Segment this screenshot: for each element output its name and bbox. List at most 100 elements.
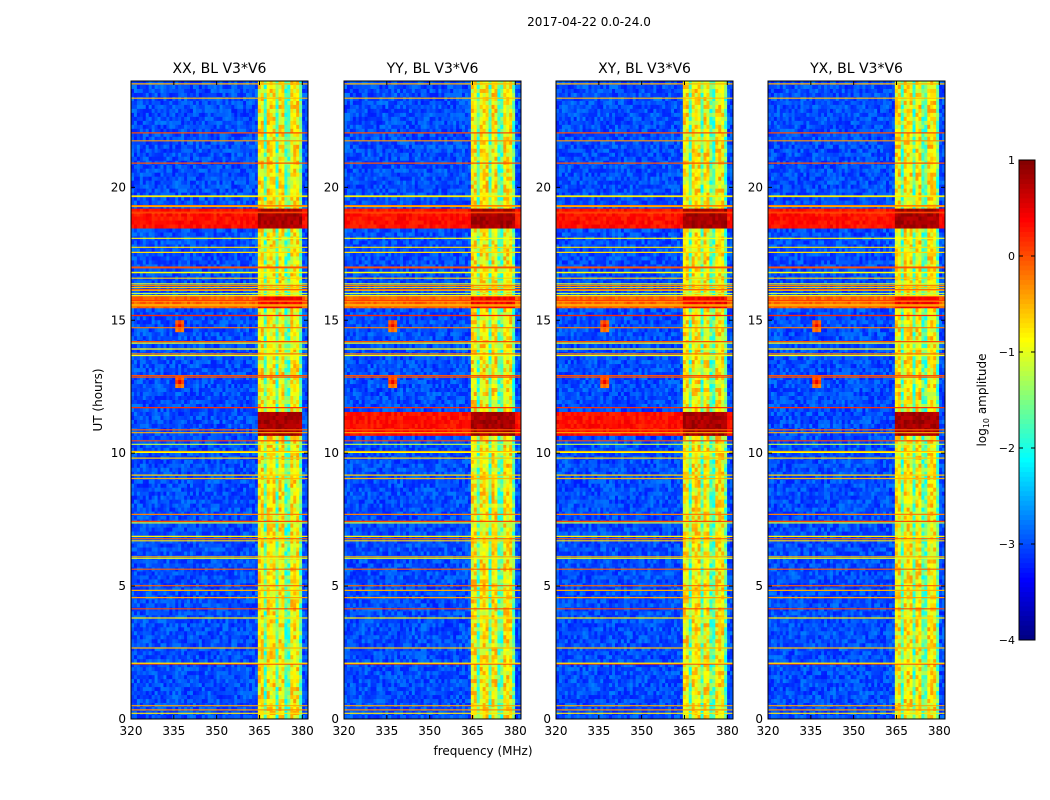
heatmap-cell [214, 93, 217, 97]
heatmap-cell [205, 145, 208, 149]
heatmap-cell [240, 153, 243, 157]
heatmap-cell [296, 145, 299, 149]
heatmap-cell [270, 93, 273, 97]
heatmap-cell [143, 145, 146, 149]
heatmap-cell [287, 81, 290, 85]
heatmap-cell [222, 93, 225, 97]
heatmap-cell [172, 121, 175, 125]
heatmap-cell [161, 101, 164, 105]
heatmap-cell [225, 109, 228, 113]
heatmap-cell [166, 93, 169, 97]
heatmap-cell [234, 153, 237, 157]
heatmap-cell [134, 93, 137, 97]
heatmap-cell [273, 141, 276, 145]
heatmap-cell [187, 93, 190, 97]
heatmap-cell [276, 85, 279, 89]
heatmap-cell [184, 89, 187, 93]
heatmap-cell [258, 93, 261, 97]
heatmap-cell [131, 81, 134, 85]
heatmap-cell [161, 89, 164, 93]
heatmap-cell [240, 125, 243, 129]
heatmap-cell [193, 81, 196, 85]
heatmap-cell [155, 113, 158, 117]
heatmap-cell [299, 89, 302, 93]
heatmap-cell [163, 145, 166, 149]
heatmap-cell [208, 101, 211, 105]
heatmap-cell [134, 149, 137, 153]
heatmap-cell [205, 89, 208, 93]
heatmap-cell [205, 93, 208, 97]
heatmap-cell [134, 153, 137, 157]
heatmap-cell [158, 93, 161, 97]
heatmap-cell [163, 93, 166, 97]
heatmap-cell [211, 101, 214, 105]
heatmap-cell [152, 113, 155, 117]
heatmap-cell [143, 153, 146, 157]
heatmap-cell [231, 85, 234, 89]
heatmap-cell [193, 105, 196, 109]
heatmap-cell [143, 121, 146, 125]
heatmap-cell [287, 93, 290, 97]
heatmap-cell [249, 117, 252, 121]
heatmap-cell [290, 89, 293, 93]
heatmap-cell [158, 89, 161, 93]
heatmap-cell [276, 141, 279, 145]
heatmap-cell [264, 89, 267, 93]
heatmap-cell [228, 109, 231, 113]
heatmap-cell [225, 153, 228, 157]
heatmap-cell [237, 125, 240, 129]
heatmap-cell [166, 121, 169, 125]
heatmap-cell [190, 89, 193, 93]
heatmap-cell [146, 121, 149, 125]
heatmap-cell [255, 145, 258, 149]
heatmap-cell [181, 81, 184, 85]
heatmap-cell [202, 101, 205, 105]
heatmap-cell [255, 153, 258, 157]
heatmap-cell [163, 105, 166, 109]
heatmap-cell [181, 105, 184, 109]
heatmap-cell [243, 117, 246, 121]
heatmap-cell [193, 125, 196, 129]
heatmap-cell [231, 149, 234, 153]
heatmap-cell [166, 145, 169, 149]
heatmap-cell [220, 81, 223, 85]
heatmap-cell [140, 145, 143, 149]
heatmap-cell [293, 81, 296, 85]
heatmap-cell [234, 145, 237, 149]
heatmap-cell [196, 85, 199, 89]
heatmap-cell [296, 125, 299, 129]
heatmap-cell [225, 85, 228, 89]
heatmap-cell [252, 145, 255, 149]
heatmap-cell [234, 149, 237, 153]
heatmap-cell [196, 121, 199, 125]
heatmap-cell [166, 89, 169, 93]
heatmap-cell [155, 89, 158, 93]
heatmap-cell [146, 109, 149, 113]
heatmap-cell [175, 85, 178, 89]
heatmap-cell [258, 153, 261, 157]
heatmap-cell [196, 101, 199, 105]
heatmap-cell [193, 141, 196, 145]
heatmap-cell [255, 149, 258, 153]
heatmap-cell [231, 101, 234, 105]
heatmap-cell [267, 121, 270, 125]
heatmap-cell [264, 141, 267, 145]
heatmap-cell [134, 121, 137, 125]
heatmap-cell [246, 105, 249, 109]
heatmap-cell [264, 145, 267, 149]
heatmap-cell [214, 113, 217, 117]
heatmap-cell [172, 141, 175, 145]
heatmap-cell [193, 117, 196, 121]
heatmap-cell [237, 105, 240, 109]
heatmap-cell [152, 149, 155, 153]
heatmap-cell [143, 109, 146, 113]
heatmap-cell [202, 125, 205, 129]
heatmap-cell [178, 149, 181, 153]
heatmap-cell [222, 145, 225, 149]
heatmap-cell [234, 101, 237, 105]
heatmap-cell [158, 153, 161, 157]
heatmap-cell [287, 141, 290, 145]
heatmap-cell [152, 101, 155, 105]
heatmap-cell [284, 85, 287, 89]
heatmap-cell [152, 85, 155, 89]
